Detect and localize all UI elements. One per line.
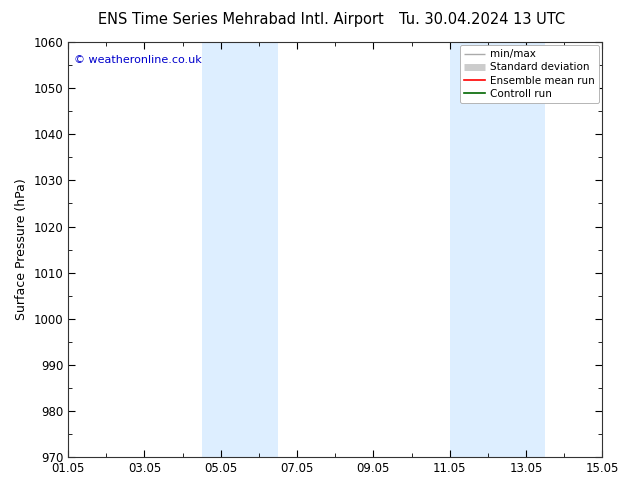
Bar — [202, 42, 278, 457]
Text: © weatheronline.co.uk: © weatheronline.co.uk — [74, 54, 201, 65]
Y-axis label: Surface Pressure (hPa): Surface Pressure (hPa) — [15, 179, 28, 320]
Text: Tu. 30.04.2024 13 UTC: Tu. 30.04.2024 13 UTC — [399, 12, 565, 27]
Bar — [450, 42, 545, 457]
Legend: min/max, Standard deviation, Ensemble mean run, Controll run: min/max, Standard deviation, Ensemble me… — [460, 45, 599, 103]
Text: ENS Time Series Mehrabad Intl. Airport: ENS Time Series Mehrabad Intl. Airport — [98, 12, 384, 27]
